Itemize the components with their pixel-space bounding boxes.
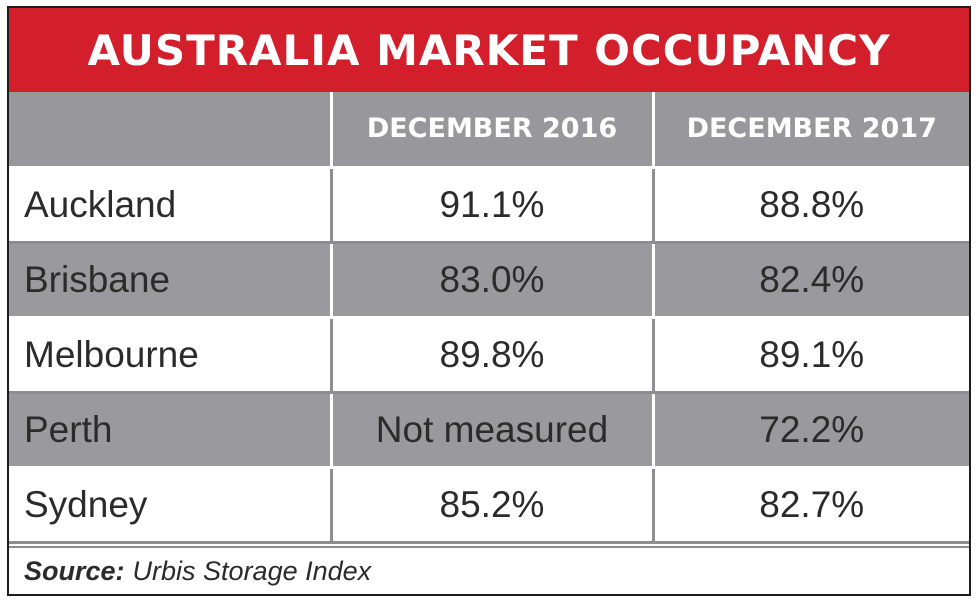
value-dec-2017: 82.4%	[653, 242, 969, 319]
table-title: AUSTRALIA MARKET OCCUPANCY	[9, 8, 969, 92]
city-cell: Perth	[9, 392, 333, 469]
header-row: DECEMBER 2016 DECEMBER 2017	[9, 92, 969, 169]
source-text: Urbis Storage Index	[132, 555, 372, 586]
table-row: Sydney 85.2% 82.7%	[9, 467, 969, 544]
header-city-cell	[9, 92, 333, 169]
table-row: Brisbane 83.0% 82.4%	[9, 242, 969, 319]
occupancy-table: DECEMBER 2016 DECEMBER 2017 Auckland 91.…	[9, 92, 969, 544]
header-dec-2016: DECEMBER 2016	[331, 92, 655, 169]
value-dec-2017: 89.1%	[653, 317, 969, 394]
table-row: Perth Not measured 72.2%	[9, 392, 969, 469]
table-row: Auckland 91.1% 88.8%	[9, 167, 969, 244]
value-dec-2016: 89.8%	[331, 317, 655, 394]
value-dec-2016: 91.1%	[331, 167, 655, 244]
city-cell: Melbourne	[9, 317, 333, 394]
value-dec-2016: 83.0%	[331, 242, 655, 319]
city-cell: Brisbane	[9, 242, 333, 319]
value-dec-2017: 88.8%	[653, 167, 969, 244]
source-note: Source: Urbis Storage Index	[9, 546, 969, 594]
value-dec-2016: 85.2%	[331, 467, 655, 544]
value-dec-2017: 72.2%	[653, 392, 969, 469]
source-label: Source:	[24, 555, 125, 586]
table-row: Melbourne 89.8% 89.1%	[9, 317, 969, 394]
value-dec-2016: Not measured	[331, 392, 655, 469]
value-dec-2017: 82.7%	[653, 467, 969, 544]
header-dec-2017: DECEMBER 2017	[653, 92, 969, 169]
city-cell: Auckland	[9, 167, 333, 244]
city-cell: Sydney	[9, 467, 333, 544]
occupancy-table-card: AUSTRALIA MARKET OCCUPANCY DECEMBER 2016…	[7, 6, 971, 596]
